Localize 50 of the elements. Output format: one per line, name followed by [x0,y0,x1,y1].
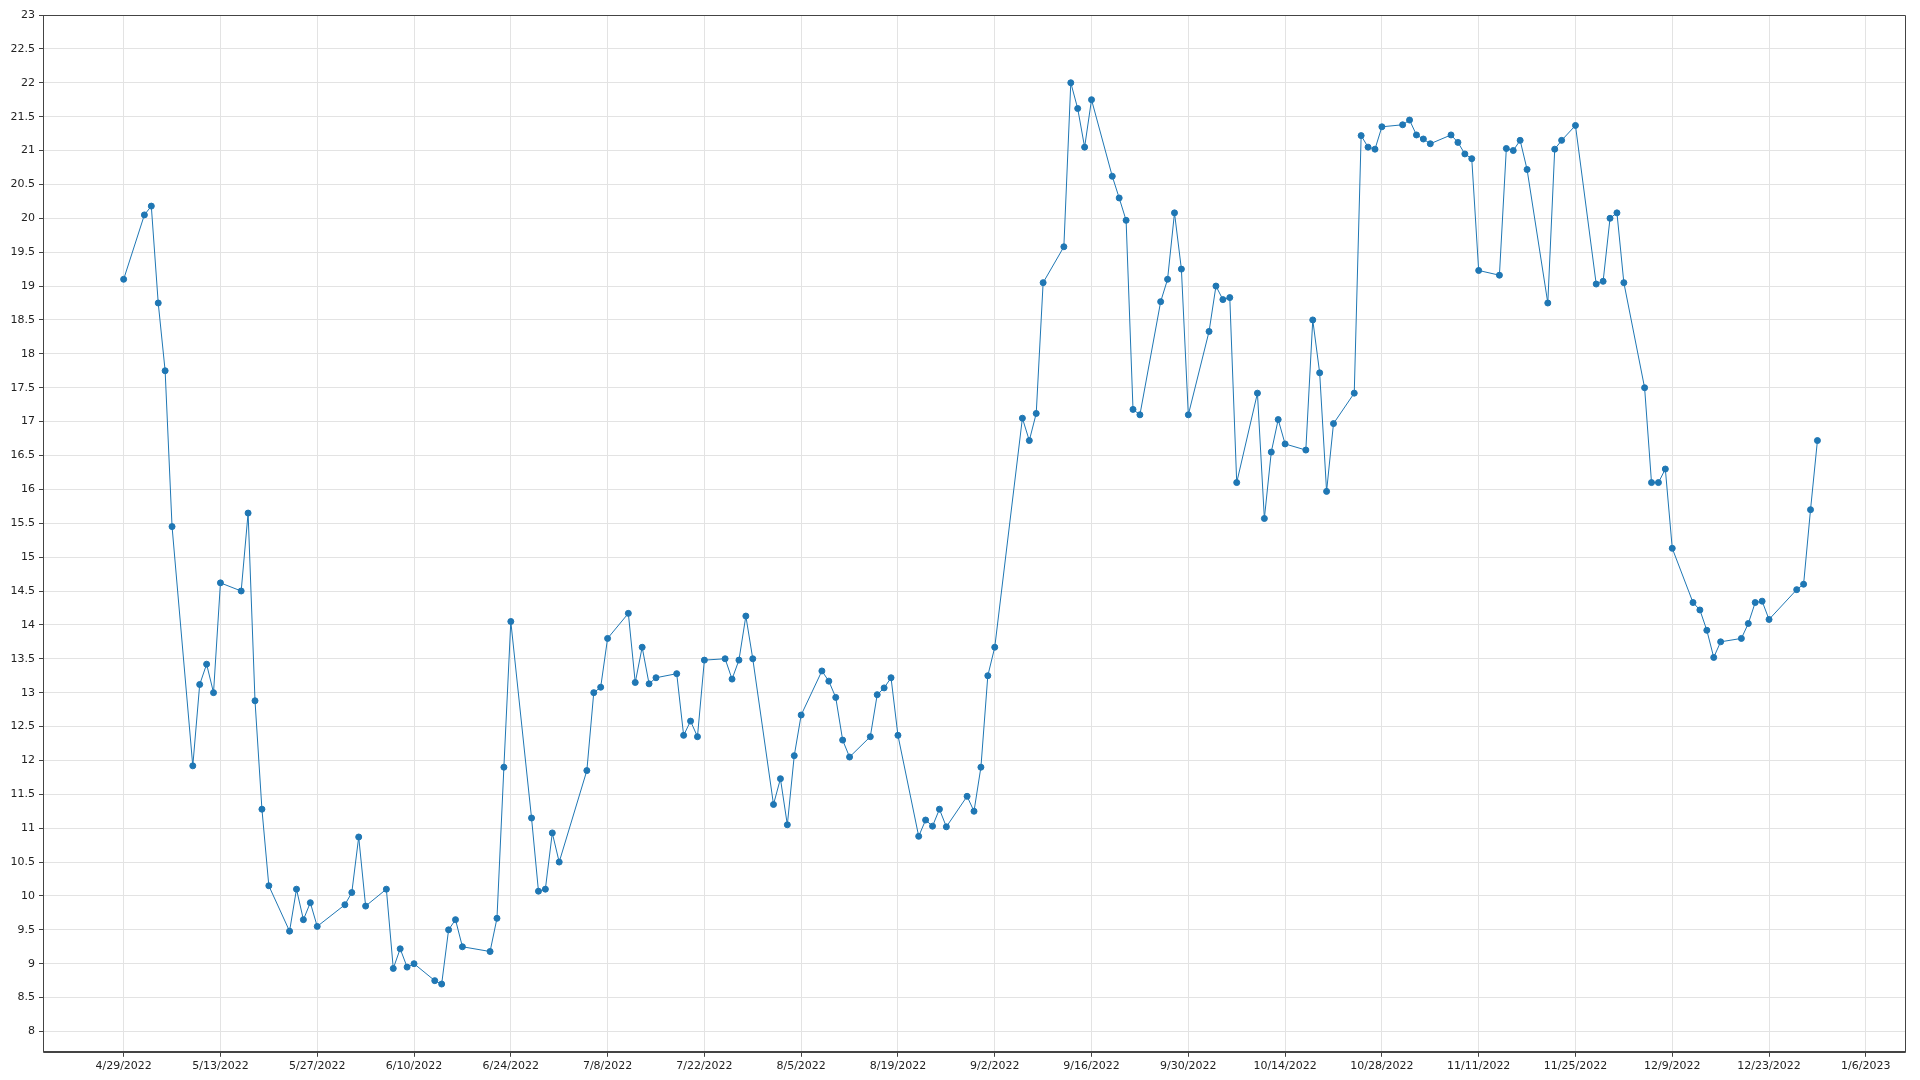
y-tick-label: 22.5 [10,41,35,55]
y-tick-label: 20 [21,211,35,225]
x-tick-label: 9/2/2022 [970,1059,1020,1073]
x-tick-label: 5/27/2022 [289,1059,346,1073]
x-tick-label: 9/16/2022 [1063,1059,1120,1073]
x-tick-label: 8/5/2022 [776,1059,826,1073]
y-tick-label: 19.5 [10,245,35,259]
y-tick-label: 19 [21,278,35,292]
y-tick-label: 8 [28,1024,35,1038]
y-tick-label: 16.5 [10,448,35,462]
y-tick-label: 13.5 [10,651,35,665]
y-tick-label: 8.5 [17,990,35,1004]
x-tick-label: 10/14/2022 [1253,1059,1317,1073]
y-tick-label: 14.5 [10,583,35,597]
y-tick-label: 22 [21,75,35,89]
y-tick-label: 21 [21,143,35,157]
y-tick-label: 11 [21,821,35,835]
x-tick-label: 10/28/2022 [1350,1059,1414,1073]
y-tick-label: 23 [21,7,35,21]
y-tick-label: 15.5 [10,516,35,530]
x-tick-label: 8/19/2022 [869,1059,927,1073]
x-tick-label: 1/6/2023 [1841,1059,1891,1073]
y-tick-label: 9.5 [17,922,35,936]
x-tick-label: 6/24/2022 [482,1059,540,1073]
y-tick-label: 16 [21,482,35,496]
x-tick-label: 5/13/2022 [192,1059,249,1073]
x-tick-label: 9/30/2022 [1160,1059,1217,1073]
y-tick-label: 20.5 [10,177,35,191]
y-tick-label: 18.5 [10,312,35,326]
x-tick-label: 11/25/2022 [1543,1059,1608,1073]
x-tick-label: 12/9/2022 [1644,1059,1701,1073]
y-tick-label: 11.5 [10,787,35,801]
y-tick-label: 18 [21,346,35,360]
y-tick-label: 14 [21,617,35,631]
y-tick-label: 15 [21,549,35,563]
y-tick-label: 10 [21,888,35,902]
y-tick-label: 12 [21,753,35,767]
x-tick-label: 7/22/2022 [676,1059,733,1073]
x-tick-label: 6/10/2022 [385,1059,443,1073]
y-tick-label: 9 [28,956,35,970]
y-tick-label: 12.5 [10,719,35,733]
x-tick-label: 4/29/2022 [95,1059,152,1073]
y-tick-label: 13 [21,685,35,699]
y-tick-label: 17 [21,414,35,428]
y-tick-label: 10.5 [10,854,35,868]
x-tick-label: 11/11/2022 [1446,1059,1511,1073]
y-tick-label: 17.5 [10,380,35,394]
y-tick-label: 21.5 [10,109,35,123]
x-tick-label: 7/8/2022 [582,1059,633,1073]
x-tick-label: 12/23/2022 [1737,1059,1801,1073]
